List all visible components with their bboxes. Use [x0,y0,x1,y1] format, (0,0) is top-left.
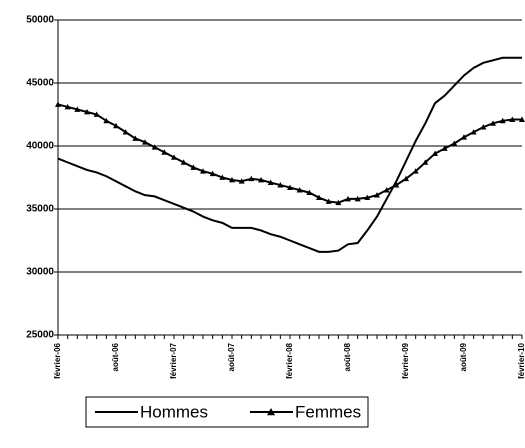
point-marker [316,194,322,201]
point-marker [461,134,467,140]
legend-label: Hommes [140,402,208,421]
point-marker [432,150,438,156]
point-marker [451,140,458,146]
point-marker [180,159,187,165]
point-marker [441,145,448,151]
y-tick-label: 25000 [26,330,54,341]
point-marker [84,108,90,115]
point-marker [383,187,390,193]
x-tick-label: août-06 [111,342,120,371]
point-marker [335,199,342,206]
x-tick-label: août-09 [459,342,468,371]
point-marker [74,106,81,112]
point-marker [364,194,371,201]
point-marker [258,177,264,183]
point-marker [393,182,400,188]
point-marker [209,170,216,177]
point-marker [499,117,506,124]
point-marker [93,111,100,117]
point-marker [238,178,245,184]
y-tick-label: 50000 [26,15,54,26]
x-tick-label: février-09 [401,342,410,379]
point-marker [470,129,477,135]
point-marker [132,135,139,141]
point-marker [200,168,206,174]
point-marker [422,159,429,165]
point-marker [64,103,71,110]
point-marker [287,184,293,190]
y-tick-label: 40000 [26,141,54,152]
point-marker [229,177,235,183]
x-tick-label: février-07 [169,342,178,379]
series-line [57,56,522,253]
legend-marker [267,408,275,416]
point-marker [171,154,177,160]
x-tick-label: février-08 [285,342,294,379]
point-marker [55,101,61,107]
point-marker [151,144,158,150]
point-marker [142,139,148,145]
y-tick-label: 35000 [26,204,54,215]
legend-label: Femmes [295,402,361,421]
point-marker [190,164,197,170]
point-marker [374,192,380,198]
point-marker [490,120,496,126]
x-tick-label: août-07 [227,342,236,371]
x-tick-label: février-10 [517,342,525,379]
y-tick-label: 30000 [26,267,54,278]
point-marker [103,117,110,124]
point-marker [296,187,303,193]
x-tick-label: février-06 [53,342,62,379]
point-marker [403,175,409,182]
point-marker [248,175,255,182]
point-marker [412,168,419,174]
point-marker [267,179,274,185]
point-marker [480,124,487,130]
x-tick-label: août-08 [343,342,352,371]
point-marker [325,198,332,204]
legend-box [85,396,369,428]
point-marker [219,174,226,180]
point-marker [122,129,129,135]
point-marker [113,122,119,129]
y-tick-label: 45000 [26,78,54,89]
point-marker [277,182,284,188]
point-marker [345,195,351,202]
point-marker [306,189,313,196]
point-marker [509,116,516,122]
point-marker [519,116,525,122]
point-marker [161,149,168,155]
point-marker [354,195,361,202]
